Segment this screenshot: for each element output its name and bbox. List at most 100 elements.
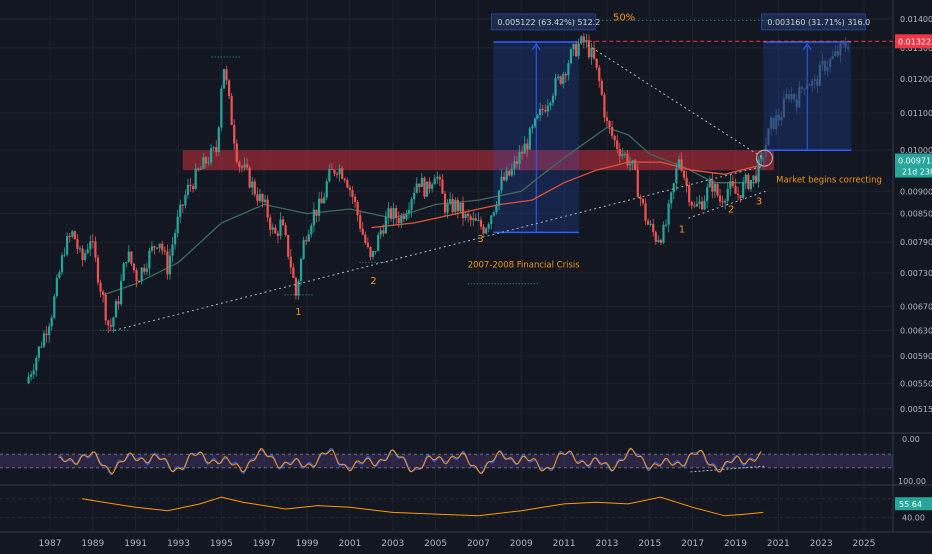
projected-candle <box>785 94 788 99</box>
candle <box>654 232 657 242</box>
x-tick-label: 2013 <box>595 539 618 549</box>
support-zone <box>182 150 775 171</box>
candle <box>359 215 362 229</box>
candle <box>320 198 323 204</box>
candle <box>739 195 742 199</box>
candle <box>389 208 393 219</box>
candle <box>523 143 526 154</box>
x-tick-label: 1991 <box>124 539 147 549</box>
candle <box>348 187 351 191</box>
candle <box>413 192 416 200</box>
candle <box>148 250 151 269</box>
candle <box>245 164 249 168</box>
projected-candle <box>777 115 780 121</box>
measure-label-box <box>491 13 596 31</box>
candle <box>292 267 295 278</box>
candle <box>672 183 675 193</box>
candle <box>240 166 244 168</box>
x-tick-label: 2001 <box>338 539 361 549</box>
candle <box>729 181 732 189</box>
annotation-label: 1 <box>295 307 301 318</box>
candle <box>492 212 495 216</box>
breakout-circle <box>755 149 773 167</box>
x-tick-label: 2015 <box>638 539 661 549</box>
measure-label-box <box>761 13 866 31</box>
candle <box>521 152 524 154</box>
x-tick-label: 1993 <box>167 539 190 549</box>
trendline <box>114 165 764 331</box>
candle <box>176 216 179 234</box>
grid <box>0 0 932 533</box>
candle <box>716 184 719 196</box>
candle <box>50 317 53 327</box>
candle <box>505 170 508 181</box>
candle <box>539 108 542 116</box>
rsi-band <box>0 454 893 468</box>
candle <box>441 179 444 194</box>
moving-average-green <box>103 126 757 296</box>
candle <box>747 174 750 190</box>
candle <box>281 219 285 226</box>
candle <box>138 280 141 282</box>
candle <box>623 153 627 155</box>
x-tick-label: 2017 <box>681 539 704 549</box>
rsi-tick-label: 0.00 <box>902 435 920 444</box>
candle <box>58 272 61 278</box>
candle <box>379 230 382 235</box>
candle <box>328 168 331 182</box>
candle <box>557 76 560 79</box>
candle <box>695 203 699 207</box>
candle <box>207 162 210 164</box>
x-tick-label: 2009 <box>510 539 533 549</box>
candle <box>330 168 334 170</box>
candle <box>690 201 693 206</box>
projected-candle <box>844 43 847 48</box>
candle <box>156 247 159 249</box>
candle <box>641 198 645 204</box>
x-tick-label: 2005 <box>424 539 447 549</box>
candle <box>685 177 688 186</box>
candle <box>202 157 205 169</box>
candle <box>163 250 166 252</box>
projected-candle <box>823 61 827 72</box>
candle <box>580 36 583 44</box>
candle <box>423 177 426 197</box>
candle <box>482 226 485 234</box>
projected-candle <box>826 67 829 72</box>
projected-candle <box>836 51 839 56</box>
projected-candle <box>818 64 821 86</box>
candle <box>639 196 642 199</box>
candle <box>736 193 740 196</box>
candle <box>364 234 367 243</box>
candle <box>467 213 470 217</box>
candle <box>677 159 681 169</box>
candle <box>99 282 102 292</box>
candle <box>595 58 598 68</box>
candle <box>317 198 321 216</box>
candle <box>76 239 79 249</box>
candle <box>71 231 74 237</box>
candle <box>145 268 148 272</box>
candle <box>536 115 539 119</box>
candle <box>204 157 208 164</box>
candle <box>307 234 310 242</box>
candle <box>84 253 87 260</box>
candle <box>443 193 447 213</box>
candle <box>634 160 637 170</box>
candle <box>395 208 398 218</box>
candle <box>351 190 354 197</box>
projected-candle <box>767 128 770 146</box>
candle <box>256 194 259 201</box>
candle <box>474 218 477 221</box>
candle <box>708 179 711 188</box>
candle <box>664 224 668 226</box>
projected-candle <box>780 117 783 121</box>
candle <box>361 228 364 235</box>
projected-candle <box>841 43 845 45</box>
candle <box>698 201 701 204</box>
candle <box>652 223 655 233</box>
candle <box>158 243 161 248</box>
